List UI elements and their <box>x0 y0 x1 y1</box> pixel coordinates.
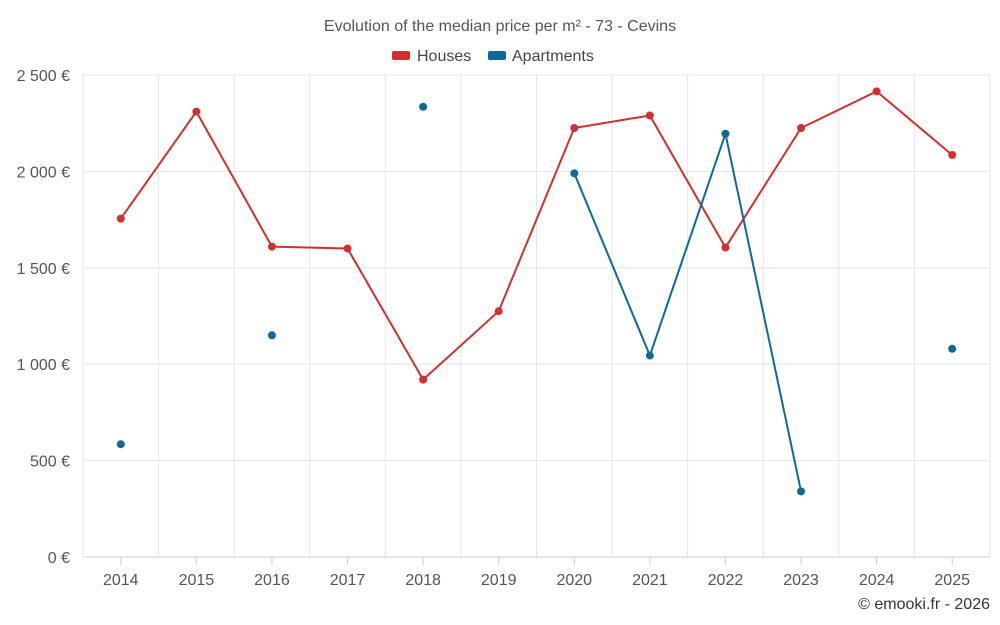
plot-area <box>116 87 957 496</box>
data-point-houses-2015[interactable] <box>192 107 201 116</box>
series-houses <box>116 87 957 384</box>
x-tick-label: 2020 <box>556 572 592 589</box>
series-line-segment-houses <box>119 110 198 220</box>
data-point-apartments-2020[interactable] <box>570 169 579 178</box>
data-point-houses-2016[interactable] <box>267 242 276 251</box>
series-line-segment-apartments <box>573 172 651 357</box>
legend: Houses Apartments <box>392 48 594 65</box>
y-tick-label: 1 500 € <box>17 261 70 278</box>
x-tick-label: 2024 <box>859 572 895 589</box>
x-tick-label: 2018 <box>405 572 441 589</box>
data-point-apartments-2023[interactable] <box>797 487 806 496</box>
series-apartments <box>116 102 957 496</box>
legend-swatch-apartments <box>488 51 506 60</box>
data-point-apartments-2021[interactable] <box>645 351 654 360</box>
legend-label-houses: Houses <box>417 48 471 65</box>
legend-item-apartments[interactable]: Apartments <box>488 48 594 65</box>
data-point-apartments-2018[interactable] <box>419 102 428 111</box>
legend-label-apartments: Apartments <box>512 48 594 65</box>
x-tick-label: 2022 <box>708 572 744 589</box>
series-line-segment-houses <box>497 127 576 313</box>
y-tick-label: 2 500 € <box>17 68 70 85</box>
x-tick-label: 2021 <box>632 572 668 589</box>
x-tick-label: 2017 <box>330 572 366 589</box>
data-point-houses-2023[interactable] <box>797 124 806 133</box>
y-tick-label: 2 000 € <box>17 164 70 181</box>
data-point-houses-2017[interactable] <box>343 244 352 253</box>
data-point-houses-2014[interactable] <box>116 214 125 223</box>
series-line-segment-apartments <box>724 132 803 493</box>
series-line-segment-houses <box>875 90 954 157</box>
data-point-houses-2021[interactable] <box>645 111 654 120</box>
x-tick-label: 2015 <box>179 572 215 589</box>
series-line-segment-houses <box>195 110 273 248</box>
data-point-apartments-2025[interactable] <box>948 344 957 353</box>
y-axis: 0 € 500 € 1 000 € 1 500 € 2 000 € 2 500 € <box>17 68 70 567</box>
series-line-segment-houses <box>800 90 878 130</box>
data-point-houses-2019[interactable] <box>494 307 503 316</box>
data-point-apartments-2016[interactable] <box>267 331 276 340</box>
data-point-houses-2024[interactable] <box>872 87 881 96</box>
data-point-houses-2022[interactable] <box>721 243 730 252</box>
credit-text: © emooki.fr - 2026 <box>858 596 990 613</box>
x-tick-label: 2016 <box>254 572 290 589</box>
x-tick-label: 2023 <box>783 572 819 589</box>
data-point-houses-2025[interactable] <box>948 151 957 160</box>
series-line-segment-houses <box>422 310 500 381</box>
series-line-segment-houses <box>724 127 803 249</box>
grid <box>82 74 991 558</box>
y-tick-label: 500 € <box>30 454 70 471</box>
x-tick-label: 2025 <box>934 572 970 589</box>
data-point-apartments-2014[interactable] <box>116 440 125 449</box>
y-tick-label: 0 € <box>48 550 70 567</box>
series-line-segment-apartments <box>648 132 727 357</box>
data-point-houses-2020[interactable] <box>570 124 579 133</box>
series-line-segment-houses <box>270 245 349 250</box>
series-line-segment-houses <box>573 114 651 130</box>
legend-swatch-houses <box>392 51 410 60</box>
x-axis: 2014 2015 2016 2017 2018 2019 2020 2021 2022 2023… <box>103 557 970 589</box>
data-point-houses-2018[interactable] <box>419 375 428 384</box>
y-tick-label: 1 000 € <box>17 357 70 374</box>
series-line-segment-houses <box>648 114 727 249</box>
x-tick-label: 2014 <box>103 572 139 589</box>
legend-item-houses[interactable]: Houses <box>392 48 471 65</box>
x-tick-label: 2019 <box>481 572 517 589</box>
series-line-segment-houses <box>346 247 425 381</box>
data-point-apartments-2022[interactable] <box>721 129 730 138</box>
chart-title: Evolution of the median price per m² - 7… <box>324 18 676 35</box>
